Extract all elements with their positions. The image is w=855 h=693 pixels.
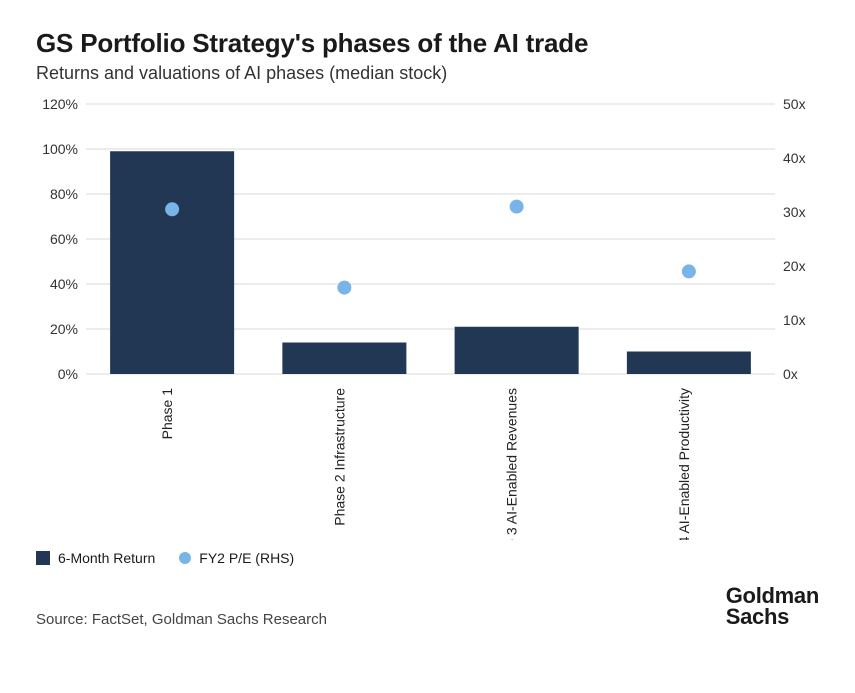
legend-label-dots: FY2 P/E (RHS): [199, 550, 294, 566]
legend: 6-Month Return FY2 P/E (RHS): [36, 550, 819, 566]
chart-container: 0% 20% 40% 60% 80% 100% 120% 0x 10x 20x 30x 40x 50x P…: [36, 98, 819, 540]
legend-item-bars: 6-Month Return: [36, 550, 155, 566]
category-label: Phase 3 AI-Enabled Revenues: [504, 388, 520, 540]
chart-title: GS Portfolio Strategy's phases of the AI…: [36, 28, 819, 59]
left-axis-tick-label: 60%: [50, 231, 78, 247]
chart-subtitle: Returns and valuations of AI phases (med…: [36, 63, 819, 84]
right-axis-tick-label: 0x: [783, 366, 798, 382]
left-axis-tick-label: 120%: [42, 98, 78, 112]
scatter-dot: [682, 264, 696, 278]
page-root: GS Portfolio Strategy's phases of the AI…: [0, 0, 855, 693]
right-axis-tick-label: 50x: [783, 98, 806, 112]
source-line: Source: FactSet, Goldman Sachs Research: [36, 611, 327, 628]
brand-logo: Goldman Sachs: [726, 586, 819, 628]
chart-svg: 0% 20% 40% 60% 80% 100% 120% 0x 10x 20x 30x 40x 50x P…: [36, 98, 819, 540]
left-axis-tick-label: 0%: [58, 366, 78, 382]
legend-item-dots: FY2 P/E (RHS): [179, 550, 294, 566]
legend-label-bars: 6-Month Return: [58, 550, 155, 566]
right-axis-tick-label: 20x: [783, 258, 806, 274]
scatter-dot: [510, 200, 524, 214]
bar: [110, 151, 234, 374]
scatter-dot: [337, 281, 351, 295]
brand-line2: Sachs: [726, 607, 819, 628]
right-axis-tick-label: 10x: [783, 312, 806, 328]
category-label: Phase 1: [159, 388, 175, 440]
footer: Source: FactSet, Goldman Sachs Research …: [36, 586, 819, 628]
bar: [455, 327, 579, 374]
left-axis-tick-label: 100%: [42, 141, 78, 157]
scatter-dot: [165, 202, 179, 216]
category-label: Phase 2 Infrastructure: [331, 388, 347, 526]
category-label: Phase 4 AI-Enabled Productivity: [676, 388, 692, 540]
left-axis-tick-label: 20%: [50, 321, 78, 337]
bar: [282, 343, 406, 375]
legend-swatch-bars: [36, 551, 50, 565]
legend-swatch-dots: [179, 552, 191, 564]
left-axis-tick-label: 80%: [50, 186, 78, 202]
right-axis-tick-label: 40x: [783, 150, 806, 166]
left-axis-tick-label: 40%: [50, 276, 78, 292]
right-axis-tick-label: 30x: [783, 204, 806, 220]
bar: [627, 352, 751, 375]
